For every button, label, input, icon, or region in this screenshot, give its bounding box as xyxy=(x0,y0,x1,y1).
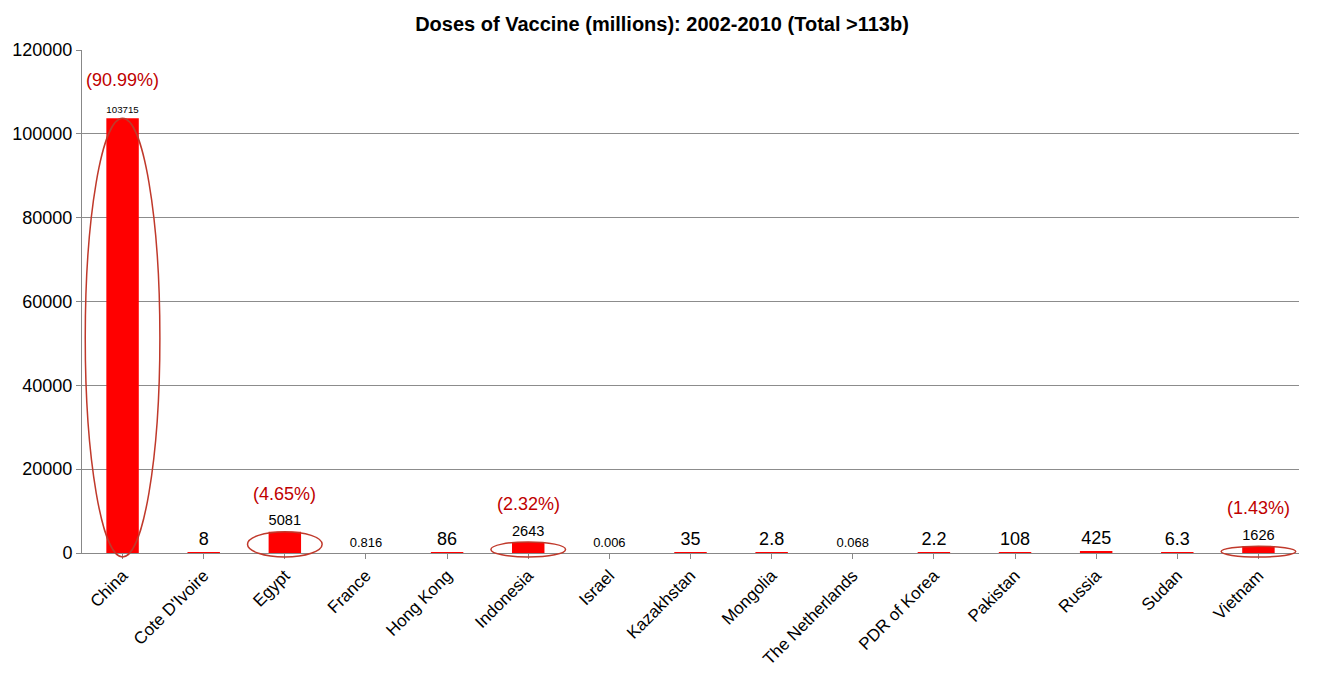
svg-text:0.006: 0.006 xyxy=(593,535,625,550)
svg-text:1626: 1626 xyxy=(1242,527,1274,543)
svg-text:60000: 60000 xyxy=(22,292,72,312)
svg-text:The Netherlands: The Netherlands xyxy=(759,566,861,668)
svg-text:Cote D'Ivoire: Cote D'Ivoire xyxy=(130,566,213,649)
svg-text:(4.65%): (4.65%) xyxy=(253,484,316,504)
svg-text:40000: 40000 xyxy=(22,376,72,396)
svg-text:(1.43%): (1.43%) xyxy=(1227,498,1290,518)
svg-text:Egypt: Egypt xyxy=(249,566,293,610)
svg-text:France: France xyxy=(324,566,375,617)
svg-text:8: 8 xyxy=(199,529,209,549)
svg-text:6.3: 6.3 xyxy=(1165,529,1190,549)
svg-text:Israel: Israel xyxy=(575,566,618,609)
svg-text:425: 425 xyxy=(1081,528,1111,548)
svg-text:Kazakhstan: Kazakhstan xyxy=(623,566,699,642)
svg-text:20000: 20000 xyxy=(22,459,72,479)
svg-text:Mongolia: Mongolia xyxy=(718,566,781,629)
svg-text:86: 86 xyxy=(437,529,457,549)
svg-text:0: 0 xyxy=(62,543,72,563)
svg-text:Hong Kong: Hong Kong xyxy=(382,566,456,640)
svg-text:2.8: 2.8 xyxy=(759,529,784,549)
svg-text:Russia: Russia xyxy=(1055,566,1106,617)
svg-text:PDR of Korea: PDR of Korea xyxy=(855,566,943,654)
svg-text:120000: 120000 xyxy=(12,40,72,60)
svg-text:100000: 100000 xyxy=(12,124,72,144)
svg-text:103715: 103715 xyxy=(106,104,138,115)
svg-text:Vietnam: Vietnam xyxy=(1210,566,1267,623)
svg-text:Doses of Vaccine (millions): 2: Doses of Vaccine (millions): 2002-2010 (… xyxy=(415,13,909,35)
svg-text:0.816: 0.816 xyxy=(350,535,382,550)
svg-text:2.2: 2.2 xyxy=(921,529,946,549)
svg-text:Pakistan: Pakistan xyxy=(964,566,1024,626)
svg-text:108: 108 xyxy=(1000,529,1030,549)
svg-text:(90.99%): (90.99%) xyxy=(86,70,159,90)
svg-text:35: 35 xyxy=(680,529,700,549)
svg-text:5081: 5081 xyxy=(269,512,301,528)
svg-text:0.068: 0.068 xyxy=(837,535,869,550)
svg-text:China: China xyxy=(87,566,132,611)
svg-text:(2.32%): (2.32%) xyxy=(497,494,560,514)
svg-text:80000: 80000 xyxy=(22,208,72,228)
svg-text:Sudan: Sudan xyxy=(1138,566,1186,614)
svg-text:2643: 2643 xyxy=(512,523,544,539)
svg-text:Indonesia: Indonesia xyxy=(471,566,537,632)
